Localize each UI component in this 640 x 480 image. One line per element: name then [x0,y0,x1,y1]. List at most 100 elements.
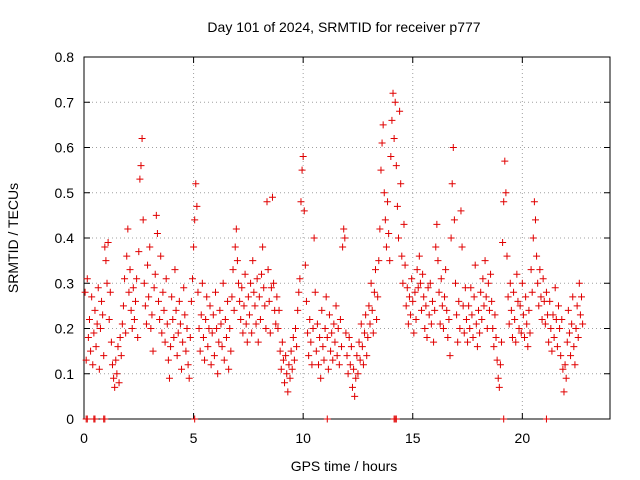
data-point [112,356,120,364]
data-point [126,266,134,274]
data-point [460,329,468,337]
data-point [163,320,171,328]
data-point [256,315,264,323]
data-point [241,270,249,278]
data-point [503,252,511,260]
data-point [272,320,280,328]
data-point [571,361,579,369]
data-point [408,275,416,283]
data-point [398,252,406,260]
data-point [564,306,572,314]
data-point [376,225,384,233]
data-point [190,243,198,251]
data-point [187,297,195,305]
data-point [167,343,175,351]
data-point [250,288,258,296]
data-point [117,352,125,360]
data-point [399,279,407,287]
data-point [448,180,456,188]
data-point [348,383,356,391]
data-point [562,374,570,382]
data-point [539,275,547,283]
data-point [144,261,152,269]
data-point [361,329,369,337]
data-point [567,352,575,360]
data-point [542,415,550,423]
data-point [551,284,559,292]
data-point [378,139,386,147]
data-point [524,343,532,351]
data-point [340,225,348,233]
data-point [87,347,95,355]
data-point [419,270,427,278]
data-point [124,225,132,233]
data-point [569,293,577,301]
data-point [297,198,305,206]
data-point [365,302,373,310]
data-point [517,329,525,337]
data-point [172,306,180,314]
data-point [173,352,181,360]
data-point [93,320,101,328]
data-point [136,175,144,183]
data-point [481,257,489,265]
data-point [141,302,149,310]
data-point [159,288,167,296]
data-point [102,257,110,265]
data-point [278,338,286,346]
data-point [397,180,405,188]
data-point [364,334,372,342]
data-point [114,343,122,351]
data-point [416,279,424,287]
y-tick-label: 0.5 [55,185,75,201]
data-point [299,153,307,161]
data-point [199,334,207,342]
data-point [162,275,170,283]
data-point [424,284,432,292]
data-point [537,293,545,301]
data-point [146,243,154,251]
data-point [393,202,401,210]
data-point [92,343,100,351]
data-point [527,266,535,274]
data-point [434,257,442,265]
data-point [191,415,199,423]
chart-title: Day 101 of 2024, SRMTID for receiver p77… [207,19,480,35]
data-point [556,325,564,332]
data-point [513,270,521,278]
data-point [110,374,118,382]
data-point [382,243,390,251]
data-point [409,297,417,305]
data-point [192,180,200,188]
data-point [330,320,338,328]
data-point [227,347,235,355]
data-point [205,325,213,332]
data-point [122,329,130,337]
data-point [384,198,392,206]
data-point [343,352,351,360]
data-point [403,284,411,292]
data-point [323,415,331,423]
data-point [209,311,217,319]
data-point [496,361,504,369]
data-point [243,338,251,346]
data-point [132,297,140,305]
data-point [444,334,452,342]
data-point [268,193,276,201]
data-point [118,320,126,328]
data-point [484,279,492,287]
data-point [273,293,281,301]
data-point [184,361,192,369]
data-point [420,293,428,301]
data-point [207,361,215,369]
data-point [510,288,518,296]
data-point [287,347,295,355]
data-point [358,343,366,351]
data-point [160,306,168,314]
data-point [150,284,158,292]
data-point [379,121,387,129]
data-point [82,356,90,364]
data-point [387,153,395,161]
data-point [480,302,488,310]
